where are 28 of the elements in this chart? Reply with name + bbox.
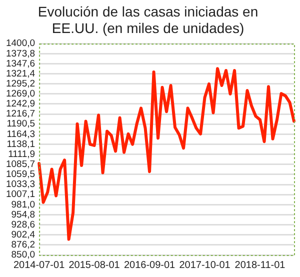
y-tick-label: 1269,0 [6,88,36,100]
y-tick-label: 902,4 [11,229,36,240]
y-tick-label: 1190,5 [6,118,36,130]
x-tick-label: 2017-10-01 [179,260,231,271]
x-tick-label: 2015-08-01 [68,260,120,271]
y-tick-label: 1033,3 [6,179,36,190]
y-tick-label: 1007,1 [6,189,36,200]
y-tick-label: 1085,7 [6,159,36,170]
y-tick-label: 1400,0 [6,38,36,50]
y-tick-label: 850,0 [11,250,36,261]
y-tick-label: 1321,4 [6,68,36,80]
chart-title: Evolución de las casas iniciadas en EE.UU. (en miles de unidades) [38,3,258,36]
y-tick-label: 928,6 [11,219,36,230]
y-tick-label: 981,0 [11,199,36,210]
x-tick-label: 2018-11-01 [234,260,286,271]
y-tick-label: 1164,3 [6,128,36,140]
y-tick-label: 1347,6 [6,58,36,70]
y-tick-label: 1059,5 [6,169,36,180]
y-tick-label: 1295,2 [6,78,36,90]
y-tick-label: 1216,7 [6,108,36,120]
y-tick-label: 1138,1 [6,138,36,150]
y-tick-label: 1111,9 [8,148,36,160]
x-tick-label: 2014-07-01 [13,260,66,271]
x-tick-label: 2016-09-01 [124,260,176,271]
y-tick-label: 1242,9 [6,98,36,110]
y-tick-label: 954,8 [11,209,36,220]
y-tick-label: 876,2 [11,240,36,251]
y-tick-label: 1373,8 [6,48,36,60]
